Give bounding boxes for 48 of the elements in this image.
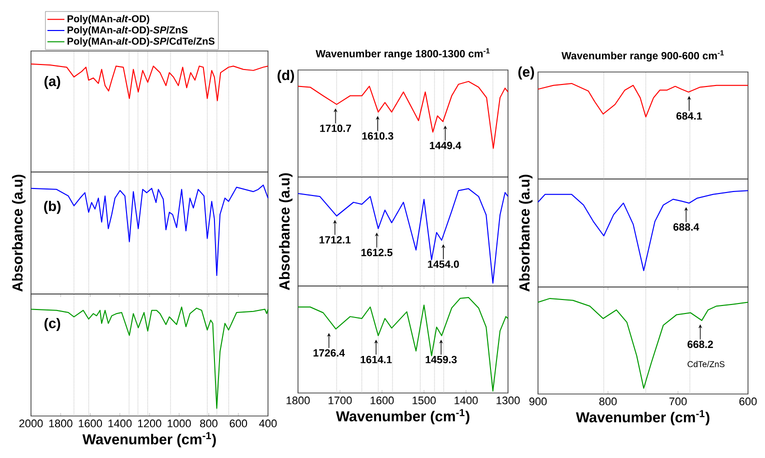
x-tick-label: 1200	[138, 420, 162, 428]
x-tick-label: 1600	[370, 396, 394, 404]
y-axis-title: Absorbance (a.u)	[279, 173, 292, 290]
annotation: 684.1	[676, 112, 702, 120]
annotation: 1614.1	[360, 356, 392, 364]
x-tick-label: 2000	[19, 420, 43, 428]
annotation: 1612.5	[361, 248, 392, 256]
x-tick-label: 1800	[286, 396, 310, 404]
text: (e)	[518, 66, 534, 80]
text: Poly(MAn-alt-OD)-SP/CdTe/ZnS	[68, 37, 214, 47]
chart-title: Wavenumber range 900-600 cm$^{-1}$	[562, 50, 724, 62]
annotation: 1459.3	[426, 356, 457, 364]
legend-label: Poly(MAn-alt-OD)	[68, 14, 150, 24]
x-tick-label: 1700	[328, 396, 352, 404]
x-tick-label: 900	[529, 398, 547, 406]
x-axis-title: Wavenumber (cm$^{-1}$)	[336, 409, 470, 424]
annotation: (b)	[44, 200, 61, 214]
annotation: 1454.0	[428, 260, 459, 268]
x-tick-label: 1400	[454, 396, 478, 404]
x-tick-label: 1400	[108, 420, 132, 428]
chart-title: Wavenumber range 1800-1300 cm$^{-1}$	[316, 48, 490, 60]
text: Poly(MAn-alt-OD)-SP/ZnS	[68, 26, 188, 36]
annotation: 1726.4	[314, 349, 345, 357]
annotation: 1710.7	[320, 124, 352, 132]
x-axis-title: Wavenumber (cm$^{-1}$)	[576, 410, 710, 426]
annotation: 1449.4	[430, 142, 462, 150]
x-tick-label: 800	[599, 398, 617, 406]
annotation: 1610.3	[362, 132, 394, 140]
x-tick-label: 1800	[49, 420, 72, 428]
x-tick-label: 800	[200, 420, 218, 428]
x-tick-label: 600	[230, 420, 248, 428]
x-axis-title: Wavenumber (cm$^{-1}$)	[82, 432, 216, 448]
annotation: 1712.1	[320, 236, 351, 244]
x-tick-label: 1600	[78, 420, 102, 428]
annotation: (c)	[44, 318, 60, 331]
y-axis-title: Absorbance (a.u)	[12, 174, 26, 292]
x-tick-label: 1300	[496, 396, 520, 404]
annotation: 668.2	[688, 340, 713, 348]
x-tick-label: 1000	[168, 420, 191, 428]
x-tick-label: 1500	[412, 396, 436, 404]
x-tick-label: 600	[739, 398, 757, 406]
annotation: CdTe/ZnS	[688, 360, 724, 368]
x-tick-label: 400	[259, 420, 277, 428]
text: (d)	[278, 70, 294, 83]
x-tick-label: 700	[669, 398, 687, 406]
annotation: 688.4	[673, 223, 700, 231]
annotation: (a)	[44, 76, 60, 89]
y-axis-title: Absorbance (a.u)	[519, 174, 532, 292]
